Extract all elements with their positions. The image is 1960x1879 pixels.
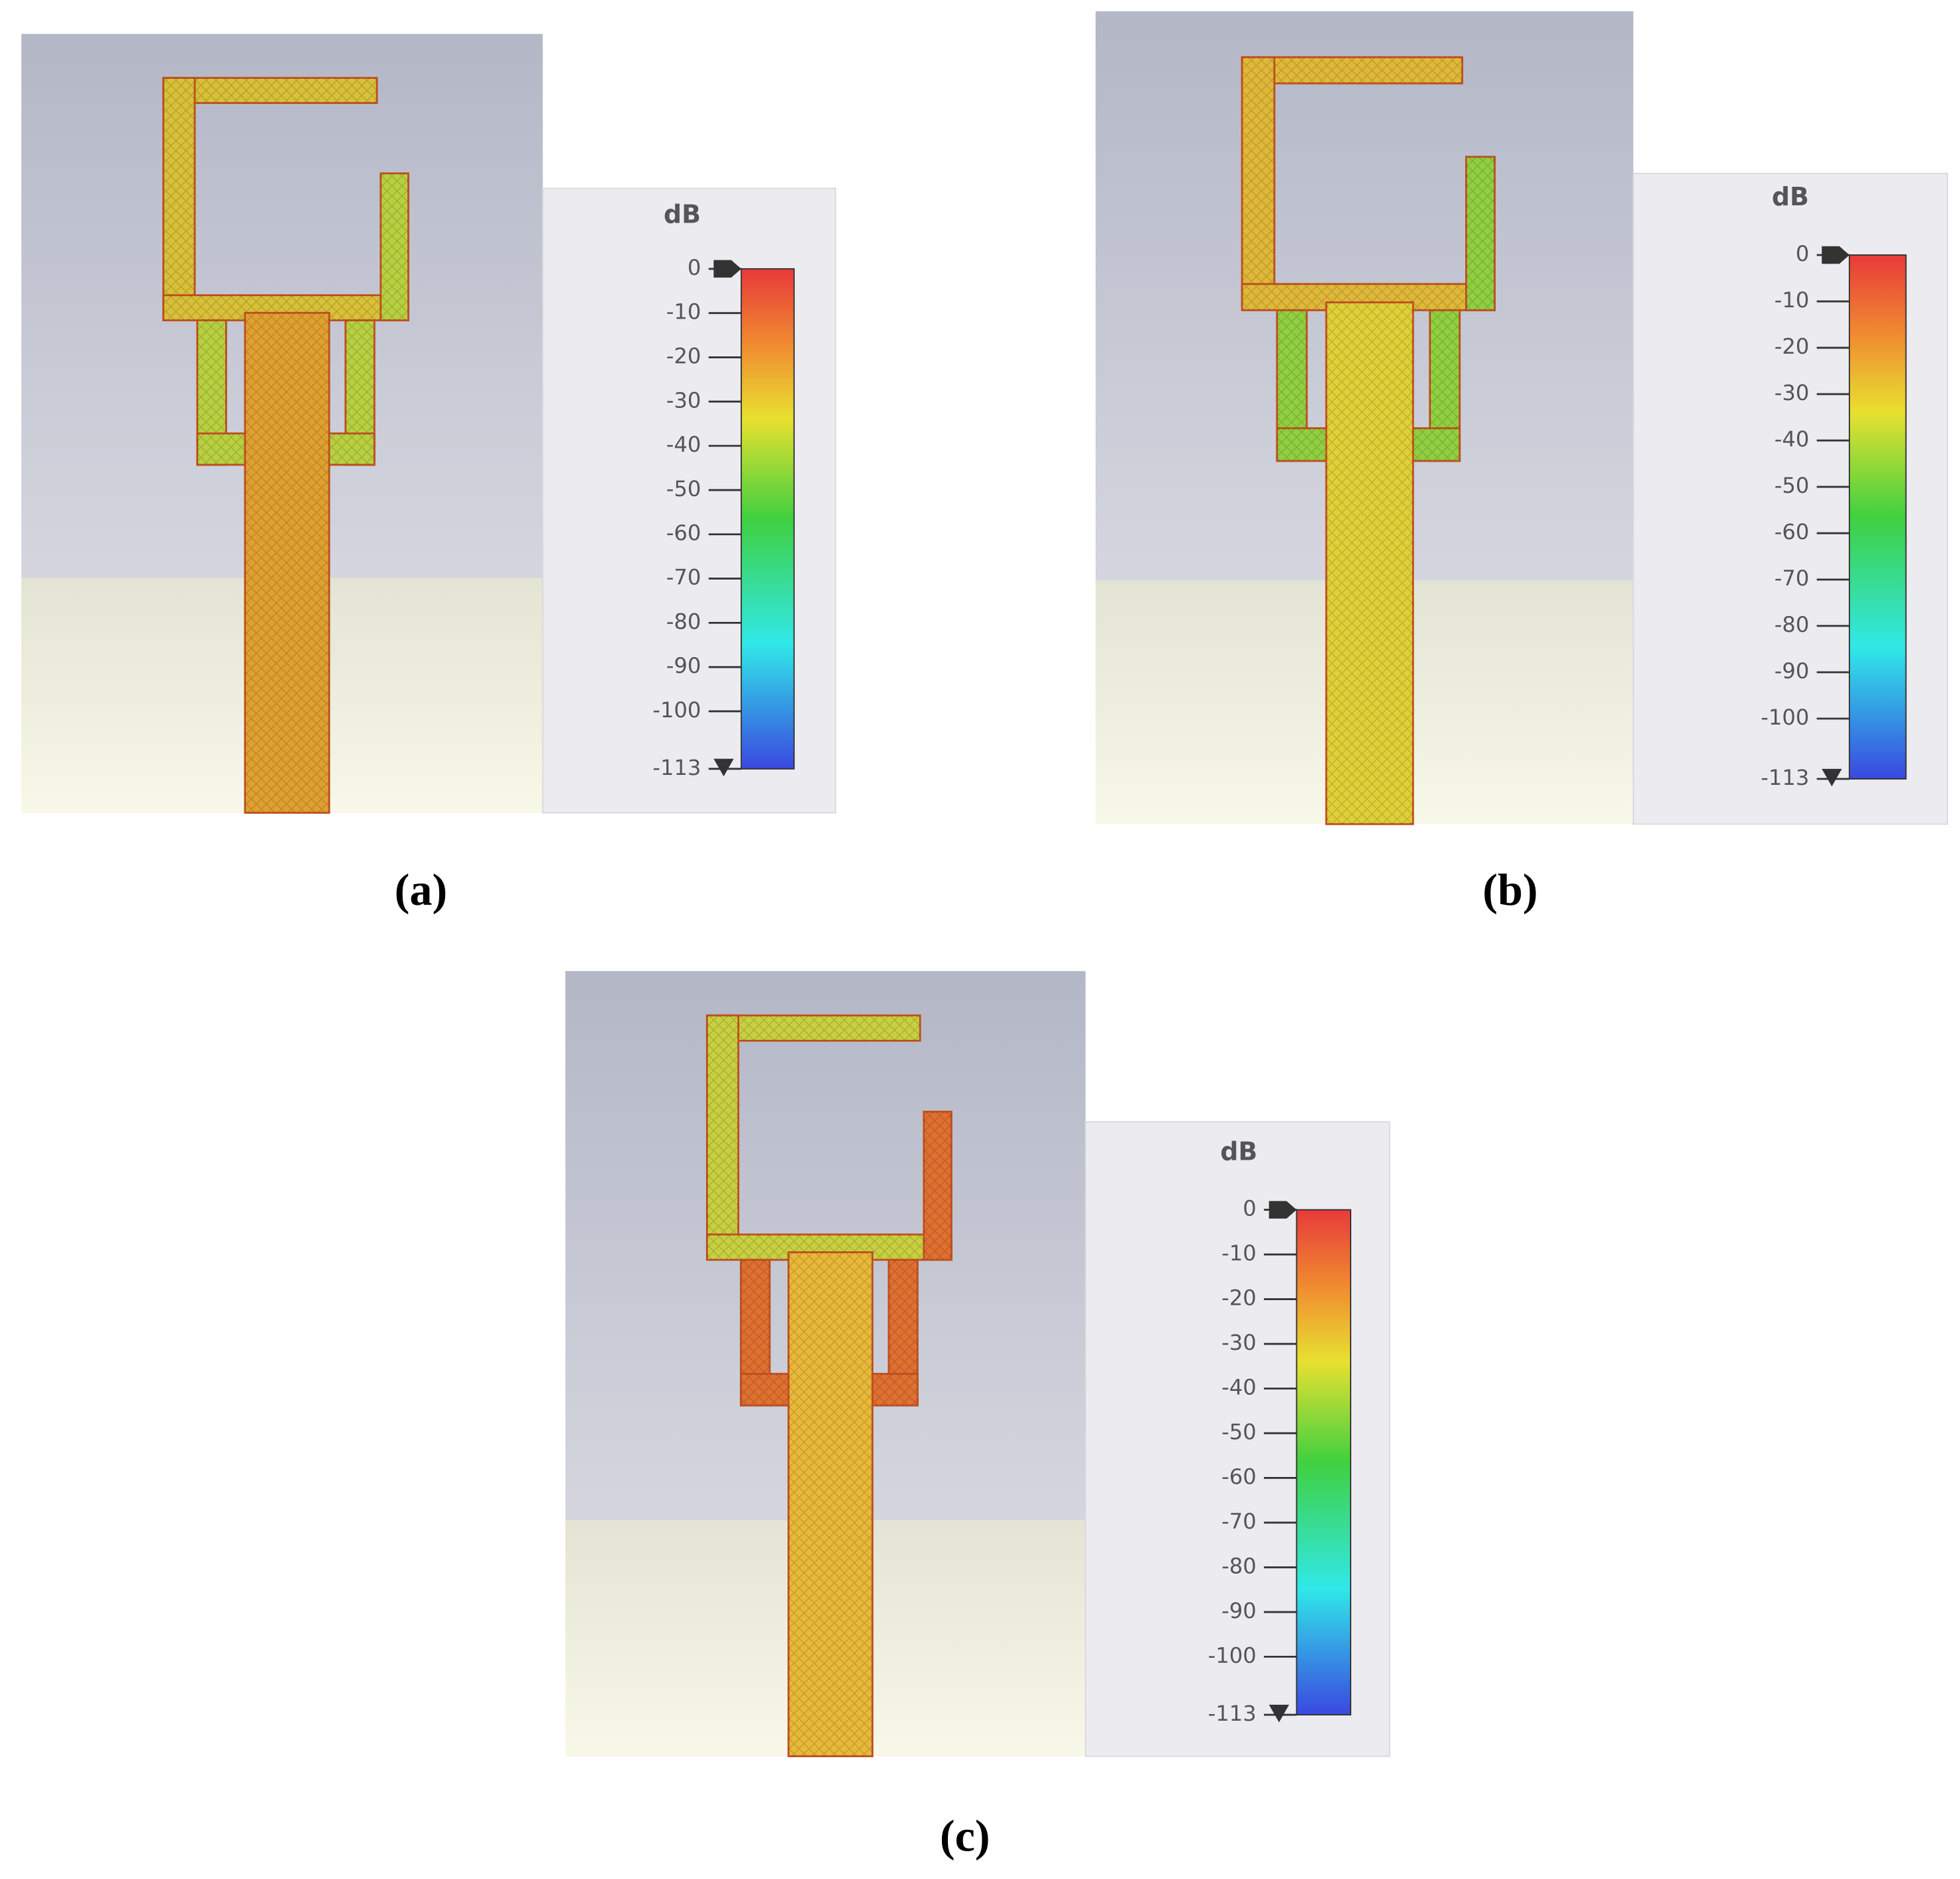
- tick-label: -10: [1221, 1241, 1257, 1266]
- tick-label: -90: [1221, 1598, 1257, 1623]
- tick-label: -60: [1221, 1464, 1257, 1489]
- tick-label: -50: [666, 476, 701, 501]
- min-marker: [1822, 768, 1842, 787]
- antenna-mesh: [163, 77, 378, 103]
- antenna-mesh: [923, 1111, 952, 1260]
- tick-label: -60: [666, 521, 701, 546]
- tick-label: 0: [688, 255, 701, 280]
- caption: (c): [940, 1810, 990, 1860]
- tick-label: -40: [1775, 427, 1810, 452]
- tick-label: -40: [1221, 1375, 1257, 1400]
- tick-label: 0: [1243, 1196, 1257, 1221]
- colorbar-unit: dB: [1220, 1137, 1257, 1166]
- antenna-mesh: [707, 1015, 921, 1041]
- caption: (a): [395, 864, 448, 915]
- tick-label: -113: [1208, 1701, 1257, 1726]
- tick-label: -20: [1775, 334, 1810, 359]
- colorbar: [1296, 1209, 1351, 1716]
- tick-label: -80: [1775, 612, 1810, 637]
- tick-label: -30: [666, 387, 701, 413]
- tick-label: -90: [1775, 658, 1810, 684]
- tick-label: -50: [1775, 473, 1810, 498]
- tick-label: -20: [666, 344, 701, 369]
- tick-label: -30: [1221, 1330, 1257, 1355]
- tick-label: -80: [666, 609, 701, 634]
- antenna-mesh: [707, 1015, 739, 1256]
- colorbar-unit: dB: [664, 200, 701, 229]
- panel: dB 0 -10 -20 -30 -40 -50 -60 -70 -80 -90 -100 -113 (b…: [1096, 11, 1948, 915]
- tick-label: -10: [1775, 287, 1810, 313]
- antenna-mesh: [1242, 57, 1274, 307]
- tick-label: -50: [1221, 1419, 1257, 1445]
- tick-label: -70: [1775, 566, 1810, 591]
- tick-label: -100: [1208, 1643, 1257, 1668]
- tick-label: -20: [1221, 1286, 1257, 1311]
- antenna-mesh: [788, 1252, 873, 1756]
- tick-label: -100: [652, 697, 701, 723]
- min-marker: [713, 758, 734, 777]
- tick-label: -113: [1761, 765, 1809, 790]
- min-marker: [1268, 1704, 1290, 1723]
- tick-label: -30: [1775, 380, 1810, 405]
- colorbar: [1849, 254, 1907, 780]
- antenna-mesh: [1466, 156, 1495, 311]
- antenna-mesh: [1326, 302, 1414, 825]
- antenna-mesh: [1242, 57, 1463, 83]
- tick-label: -10: [666, 299, 701, 325]
- caption: (b): [1482, 864, 1537, 915]
- tick-label: -70: [666, 565, 701, 590]
- tick-label: -40: [666, 432, 701, 457]
- tick-label: -70: [1221, 1509, 1257, 1534]
- colorbar-unit: dB: [1772, 182, 1809, 211]
- tick-label: -90: [666, 653, 701, 678]
- tick-label: 0: [1796, 241, 1810, 266]
- tick-label: -100: [1761, 705, 1809, 730]
- tick-label: -60: [1775, 519, 1810, 544]
- tick-label: -80: [1221, 1553, 1257, 1578]
- panel: dB 0 -10 -20 -30 -40 -50 -60 -70 -80 -90 -100 -113 (a…: [21, 34, 837, 915]
- antenna-mesh: [244, 313, 329, 813]
- panel: dB 0 -10 -20 -30 -40 -50 -60 -70 -80 -90 -100 -113 (c…: [565, 971, 1390, 1860]
- antenna-mesh: [163, 77, 195, 317]
- tick-label: -113: [652, 755, 701, 780]
- antenna-mesh: [380, 173, 409, 321]
- colorbar: [741, 268, 795, 770]
